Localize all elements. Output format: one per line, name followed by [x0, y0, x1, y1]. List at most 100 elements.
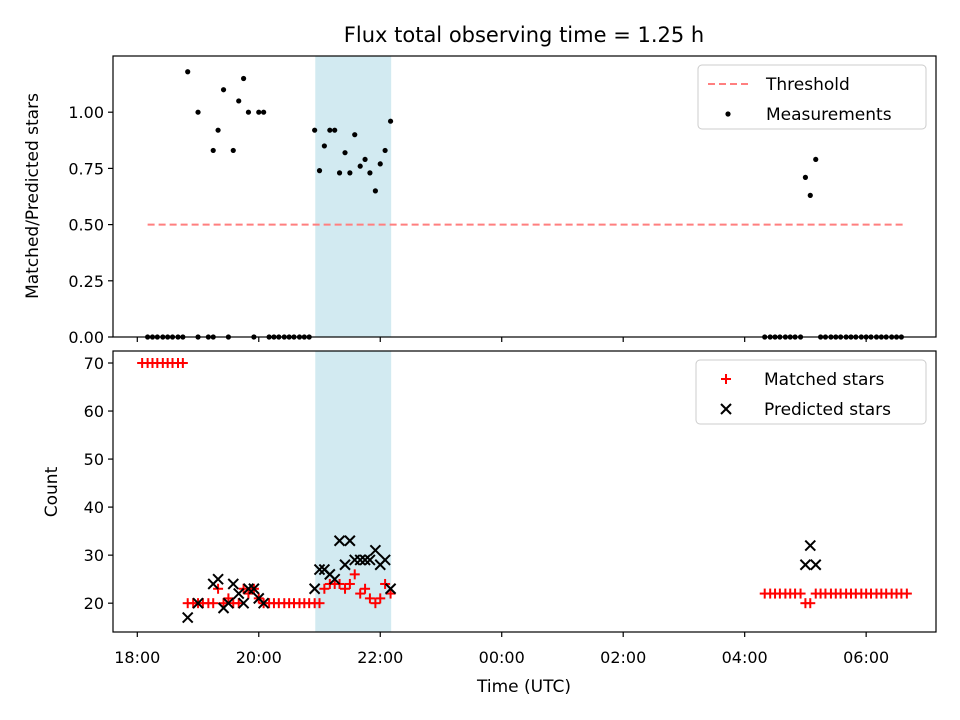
matched-star-point: [344, 578, 355, 589]
measurement-point: [327, 127, 333, 133]
predicted-star-point: [248, 583, 260, 595]
matched-star-point: [340, 583, 351, 594]
x-b: [344, 535, 356, 547]
measurement-point: [362, 156, 368, 163]
x-b: [379, 554, 391, 566]
measurement-point: [802, 174, 809, 180]
x-tick-label: 04:00: [722, 648, 768, 667]
matched-star-point: [385, 588, 396, 599]
predicted-star-point: [379, 554, 391, 566]
bottom-panel: 20 30 40 50 60 70 18:00 20:00 22:00 00:00 02:00 04:…: [84, 350, 937, 667]
x-b: [810, 559, 822, 571]
x-b: [182, 611, 194, 624]
measurement-point: [347, 170, 353, 176]
measurement-point: [352, 132, 358, 138]
predicted-star-point: [192, 597, 204, 609]
predicted-star-point: [222, 597, 235, 609]
matched-star-point: [319, 583, 330, 594]
x-b: [339, 559, 351, 571]
shaded-interval: [315, 351, 392, 632]
predicted-star-point: [212, 573, 224, 585]
x-tick-label: 22:00: [357, 648, 403, 667]
measurement-point: [195, 109, 201, 115]
matched-star-point: [375, 593, 386, 604]
chart-title: Flux total observing time = 1.25 h: [344, 23, 704, 47]
measurement-point: [261, 109, 267, 115]
measurement-point: [342, 150, 348, 156]
matched-star-point: [901, 588, 912, 599]
measurement-point: [220, 87, 227, 93]
y-tick-label: 0.25: [68, 272, 104, 291]
legend-label: Matched stars: [764, 370, 884, 390]
measurement-point: [185, 69, 191, 75]
x-b: [369, 544, 382, 557]
x-b: [257, 597, 270, 609]
x-b: [222, 597, 235, 609]
measurement-point: [336, 170, 343, 176]
matched-star-point: [370, 598, 381, 609]
measurement-point: [210, 147, 216, 154]
measurement-point: [245, 109, 252, 115]
matched-star-point: [364, 593, 375, 604]
matched-star-point: [795, 588, 806, 599]
x-tick-label: 00:00: [479, 648, 525, 667]
y-tick-label: 70: [84, 354, 104, 373]
predicted-star-point: [354, 554, 366, 566]
predicted-star-point: [804, 539, 816, 552]
measurement-point: [316, 168, 323, 174]
predicted-star-point: [384, 583, 397, 595]
measurement-point: [240, 75, 247, 82]
x-b: [354, 554, 366, 566]
measurement-point: [321, 143, 327, 149]
x-b: [227, 578, 239, 590]
legend: Matched stars Predicted stars: [695, 359, 927, 425]
predicted-star-point: [799, 559, 812, 571]
x-b: [364, 554, 376, 566]
y-tick-label: 20: [84, 594, 104, 613]
x-b: [233, 587, 245, 600]
y-tick-label: 40: [84, 498, 104, 517]
measurement-point: [230, 147, 236, 154]
x-b: [384, 583, 397, 595]
x-tick-label: 20:00: [236, 648, 282, 667]
measurement-point: [357, 163, 363, 169]
measurement-point: [377, 161, 383, 167]
shaded-interval: [315, 56, 392, 337]
x-b: [799, 559, 812, 571]
matched-star-point: [349, 569, 360, 580]
matched-star-point: [380, 578, 391, 589]
predicted-star-point: [810, 559, 822, 571]
predicted-star-point: [333, 535, 346, 547]
measurement-point: [807, 192, 813, 198]
predicted-star-point: [369, 544, 382, 557]
plot-frame: [112, 55, 937, 338]
x-tick-label: 18:00: [114, 648, 160, 667]
bottom-y-axis-label: Count: [42, 466, 62, 517]
matched-star-point: [218, 598, 229, 609]
x-b: [248, 583, 260, 595]
measurement-point: [236, 98, 242, 104]
y-tick-label: 50: [84, 450, 104, 469]
y-tick-label: 1.00: [68, 103, 104, 122]
predicted-star-point: [182, 611, 194, 624]
measurement-point: [256, 109, 262, 115]
predicted-star-point: [344, 535, 356, 547]
matched-star-point: [243, 588, 254, 599]
predicted-star-point: [227, 578, 239, 590]
legend-label: Measurements: [766, 105, 892, 125]
measurement-point: [332, 127, 338, 133]
x-b: [359, 554, 371, 566]
predicted-star-point: [237, 597, 250, 609]
y-tick-label: 0.00: [68, 328, 104, 347]
matched-star-point: [355, 588, 366, 599]
y-tick-label: 0.75: [68, 159, 104, 178]
x-b: [804, 539, 816, 552]
predicted-star-point: [308, 583, 321, 595]
predicted-star-point: [339, 559, 351, 571]
matched-star-point: [208, 598, 219, 609]
predicted-star-point: [313, 563, 326, 576]
legend-box: [697, 64, 927, 130]
predicted-star-point: [257, 597, 270, 609]
matched-star-point: [805, 598, 816, 609]
x-tick-label: 02:00: [600, 648, 646, 667]
